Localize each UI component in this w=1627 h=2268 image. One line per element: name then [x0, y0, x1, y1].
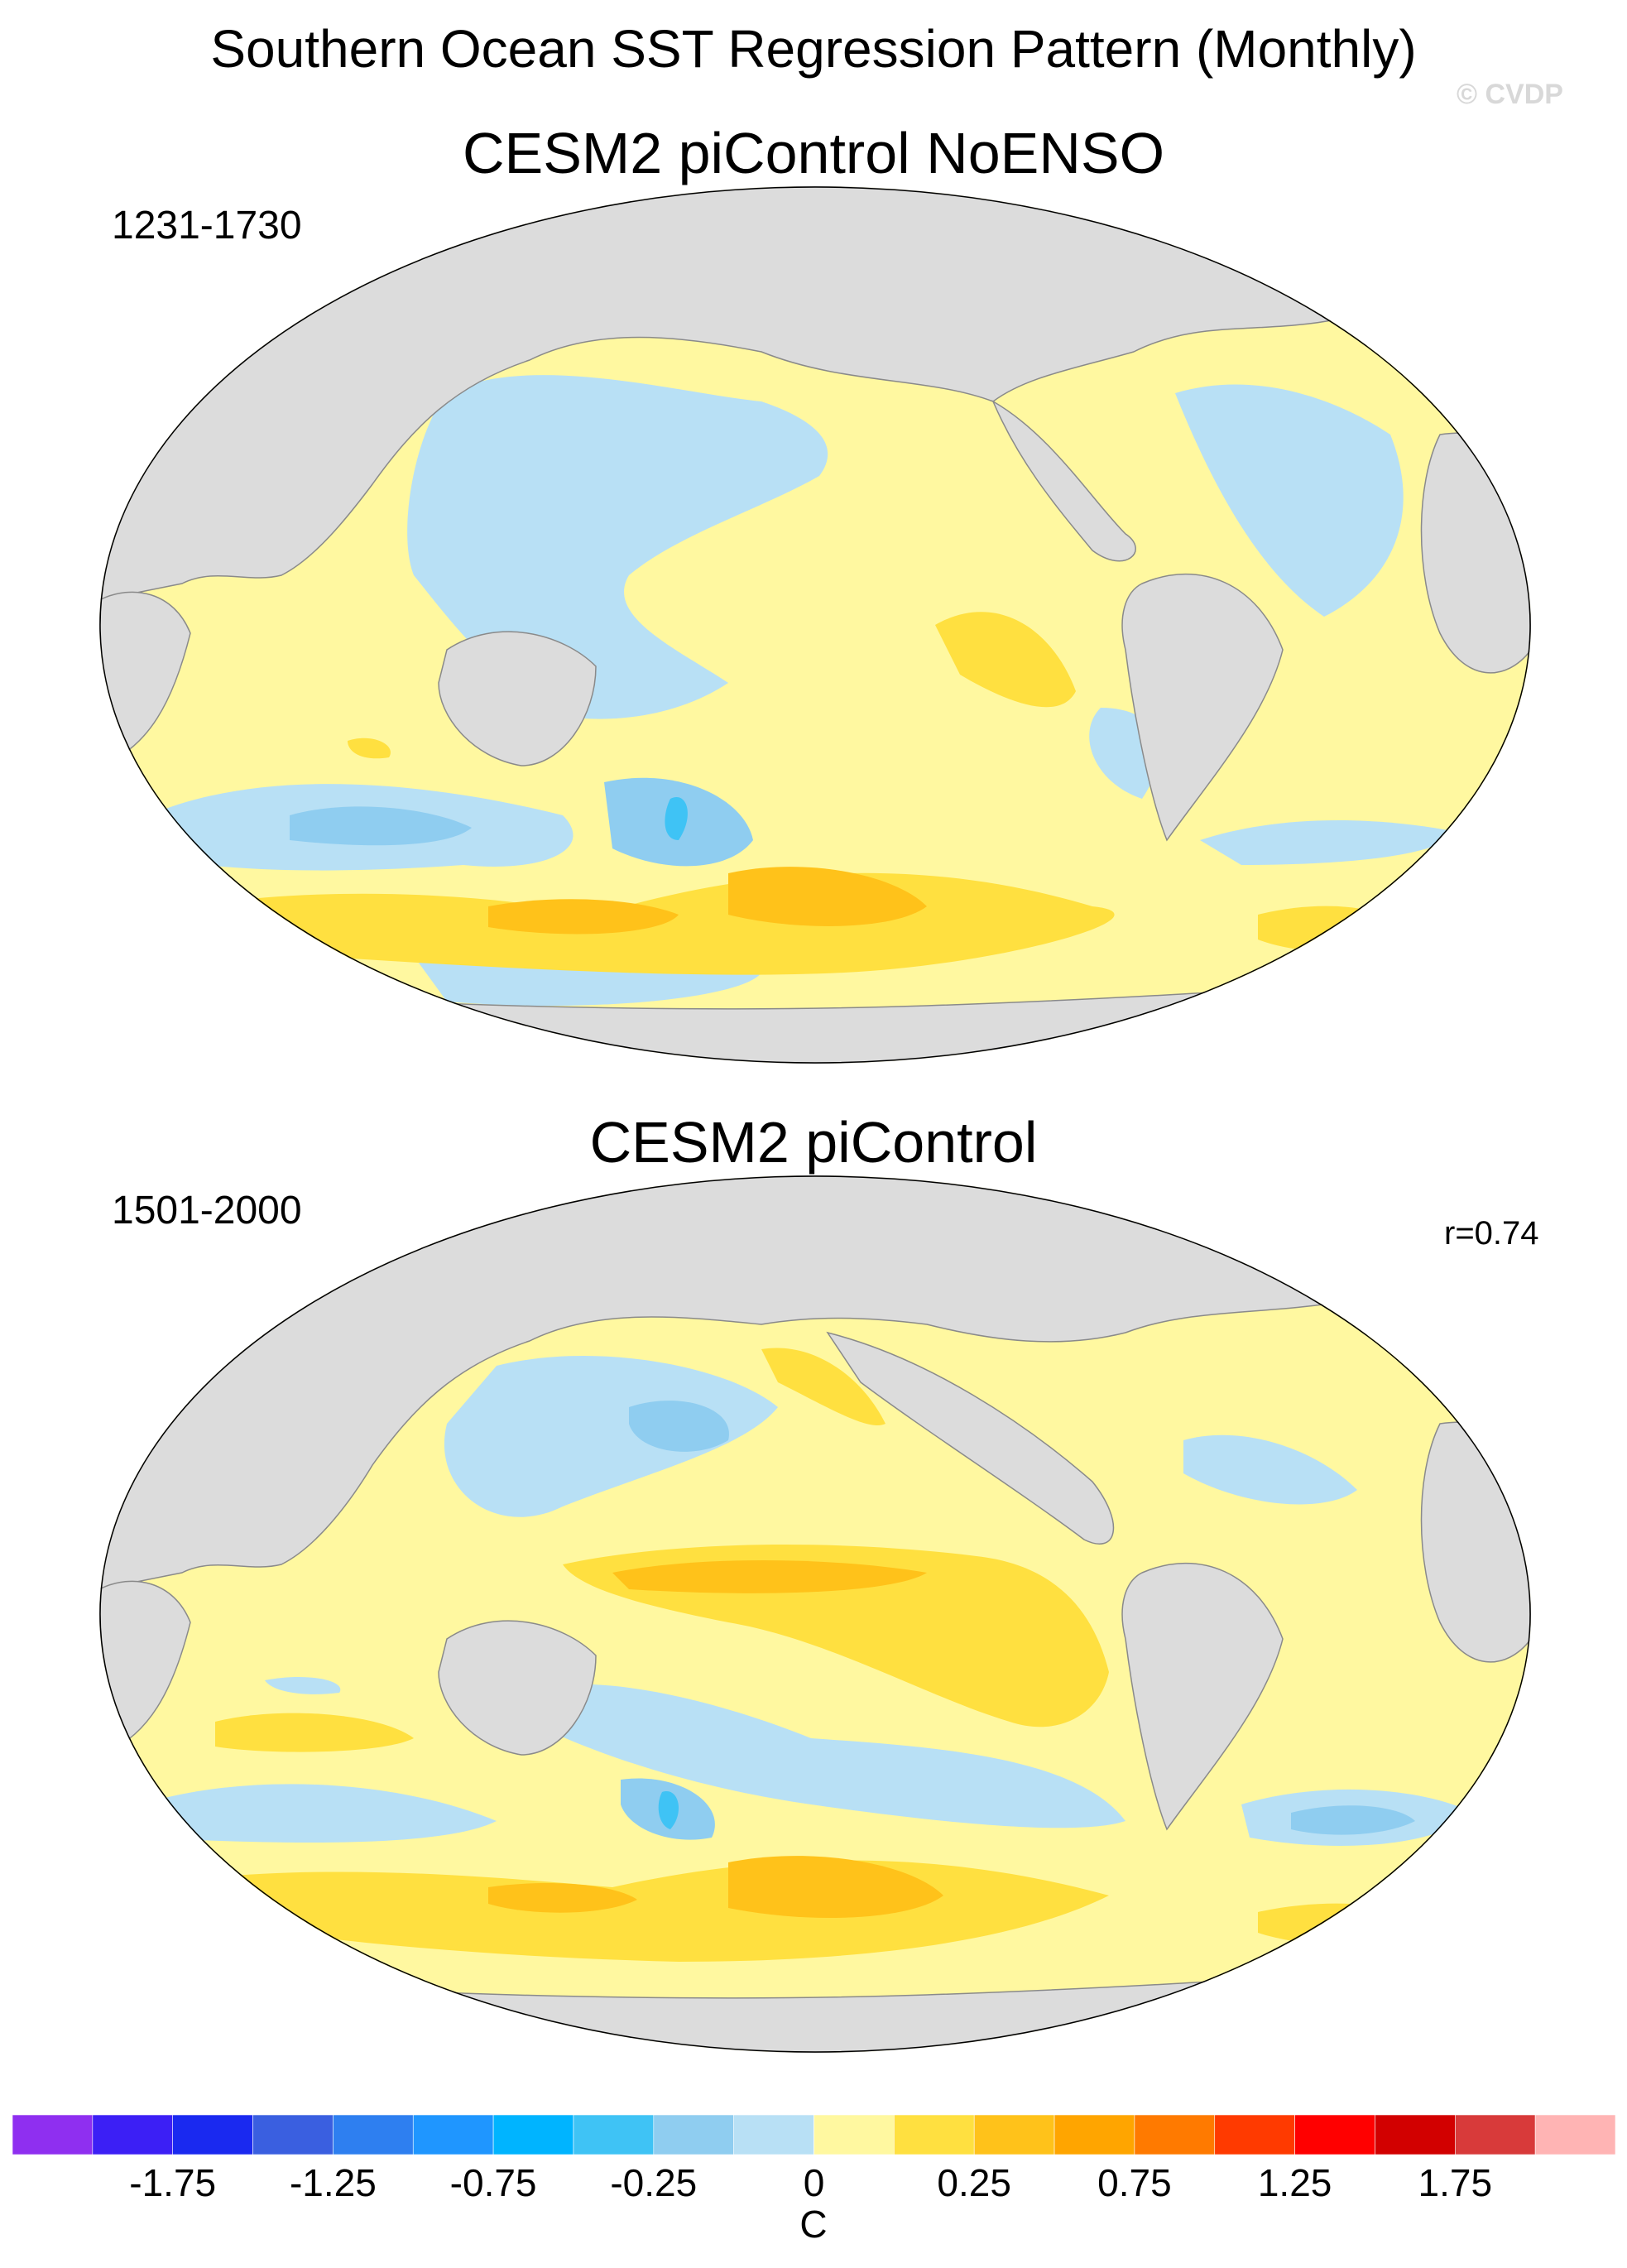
colorbar-box [252, 2115, 334, 2155]
north-pacific-cool-anomaly [444, 1356, 778, 1517]
colorbar-box [814, 2115, 895, 2155]
south-america-land [1121, 573, 1284, 842]
ne-pacific-coast-warm [761, 1348, 885, 1425]
africa-west-land [99, 1580, 191, 1756]
colorbar-box [973, 2115, 1055, 2155]
eurasia-north-america-land [99, 1175, 1531, 1590]
south-america-land [1121, 1562, 1284, 1831]
copyright-watermark: © CVDP [1457, 79, 1563, 110]
colorbar-tick-label: -0.25 [610, 2161, 698, 2204]
north-atlantic-cool [1175, 384, 1404, 617]
colorbar-box [412, 2115, 494, 2155]
colorbar-tick-label: -1.75 [129, 2161, 217, 2204]
panel-2-title: CESM2 piControl [589, 1110, 1038, 1175]
colorbar-box [12, 2115, 94, 2155]
colorbar-tick-label: 0.75 [1097, 2161, 1172, 2204]
africa-west-land [99, 591, 191, 767]
pattern-correlation: r=0.74 [1444, 1215, 1539, 1252]
australia-land [438, 1620, 597, 1756]
colorbar-tick-label: 1.25 [1257, 2161, 1332, 2204]
panel-1-map [99, 186, 1531, 1064]
colorbar-tick-label: -1.25 [289, 2161, 377, 2204]
colorbar-tick-label: 0 [803, 2161, 825, 2204]
colorbar-box [653, 2115, 734, 2155]
colorbar-box [1455, 2115, 1536, 2155]
colorbar-box [333, 2115, 414, 2155]
panel-2-period: 1501-2000 [112, 1189, 302, 1233]
panel-1-title: CESM2 piControl NoENSO [462, 121, 1165, 185]
north-atlantic-cool [1183, 1434, 1357, 1505]
colorbar-box [92, 2115, 173, 2155]
colorbar-box [1375, 2115, 1456, 2155]
colorbar-box [573, 2115, 655, 2155]
colorbar-box [894, 2115, 975, 2155]
colorbar-units: C [799, 2203, 828, 2246]
colorbar-tick-label: 0.25 [937, 2161, 1011, 2204]
south-indian-cool-band [141, 1784, 497, 1843]
colorbar-tick-label: 1.75 [1418, 2161, 1493, 2204]
colorbar-box [492, 2115, 574, 2155]
north-america-land [826, 1331, 1115, 1545]
south-atlantic-cool-band [1200, 820, 1457, 865]
australia-land [438, 631, 597, 766]
eurasia-north-america-land [99, 186, 1531, 601]
colorbar-box [172, 2115, 253, 2155]
figure-title: Southern Ocean SST Regression Pattern (M… [210, 19, 1417, 79]
panel-1-period: 1231-1730 [112, 204, 302, 247]
colorbar-box [1534, 2115, 1615, 2155]
colorbar-box [733, 2115, 814, 2155]
north-america-land [991, 400, 1136, 562]
panel-2-map [99, 1175, 1531, 2053]
colorbar-box [1053, 2115, 1135, 2155]
se-pacific-warm [935, 612, 1076, 708]
colorbar-box [1294, 2115, 1375, 2155]
colorbar [12, 2115, 1615, 2155]
colorbar-box [1214, 2115, 1295, 2155]
colorbar-box [1134, 2115, 1216, 2155]
south-pacific-cool-band [530, 1684, 1125, 1828]
colorbar-tick-label: -0.75 [449, 2161, 537, 2204]
